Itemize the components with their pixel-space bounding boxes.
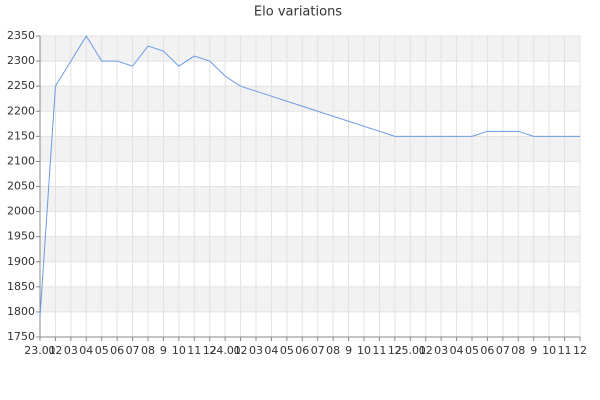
x-tick-label: 04 bbox=[450, 344, 464, 357]
x-tick-label: 03 bbox=[64, 344, 78, 357]
x-tick-label: 23.01 bbox=[24, 344, 56, 357]
x-tick-label: 24.01 bbox=[209, 344, 241, 357]
x-tick-label: 10 bbox=[542, 344, 556, 357]
x-tick-label: 08 bbox=[511, 344, 525, 357]
y-tick-label: 2050 bbox=[7, 180, 35, 193]
x-tick-label: 11 bbox=[558, 344, 572, 357]
x-tick-label: 02 bbox=[48, 344, 62, 357]
grid-band bbox=[40, 186, 580, 212]
y-tick-label: 2300 bbox=[7, 54, 35, 67]
grid-band bbox=[40, 86, 580, 112]
x-tick-label: 11 bbox=[372, 344, 386, 357]
y-tick-label: 2350 bbox=[7, 29, 35, 42]
x-tick-label: 9 bbox=[345, 344, 352, 357]
y-tick-label: 2100 bbox=[7, 154, 35, 167]
x-tick-label: 05 bbox=[95, 344, 109, 357]
x-tick-label: 06 bbox=[110, 344, 124, 357]
x-tick-label: 12 bbox=[573, 344, 587, 357]
x-tick-label: 10 bbox=[172, 344, 186, 357]
grid-band bbox=[40, 236, 580, 262]
x-tick-label: 12 bbox=[203, 344, 217, 357]
x-tick-label: 05 bbox=[465, 344, 479, 357]
y-tick-label: 2200 bbox=[7, 104, 35, 117]
x-tick-label: 05 bbox=[280, 344, 294, 357]
x-tick-label: 11 bbox=[187, 344, 201, 357]
y-tick-label: 1850 bbox=[7, 280, 35, 293]
y-tick-label: 2250 bbox=[7, 79, 35, 92]
x-tick-label: 12 bbox=[388, 344, 402, 357]
chart-title: Elo variations bbox=[254, 5, 342, 20]
x-tick-label: 07 bbox=[496, 344, 510, 357]
x-tick-label: 25.01 bbox=[395, 344, 427, 357]
x-tick-label: 07 bbox=[311, 344, 325, 357]
x-tick-label: 04 bbox=[264, 344, 278, 357]
x-tick-label: 06 bbox=[295, 344, 309, 357]
grid-band bbox=[40, 36, 580, 62]
y-tick-label: 2000 bbox=[7, 205, 35, 218]
x-tick-label: 07 bbox=[126, 344, 140, 357]
x-tick-label: 06 bbox=[480, 344, 494, 357]
y-tick-label: 1900 bbox=[7, 255, 35, 268]
y-tick-label: 1800 bbox=[7, 305, 35, 318]
x-tick-label: 10 bbox=[357, 344, 371, 357]
x-tick-label: 02 bbox=[234, 344, 248, 357]
grid-band bbox=[40, 286, 580, 312]
y-tick-label: 1750 bbox=[7, 330, 35, 343]
x-tick-label: 04 bbox=[79, 344, 93, 357]
y-tick-label: 2150 bbox=[7, 129, 35, 142]
x-tick-label: 9 bbox=[530, 344, 537, 357]
x-tick-label: 03 bbox=[249, 344, 263, 357]
x-tick-label: 9 bbox=[160, 344, 167, 357]
y-tick-label: 1950 bbox=[7, 230, 35, 243]
grid-band bbox=[40, 136, 580, 162]
x-tick-label: 03 bbox=[434, 344, 448, 357]
x-tick-label: 02 bbox=[419, 344, 433, 357]
x-tick-label: 08 bbox=[141, 344, 155, 357]
line bbox=[39, 35, 580, 317]
x-tick-label: 08 bbox=[326, 344, 340, 357]
